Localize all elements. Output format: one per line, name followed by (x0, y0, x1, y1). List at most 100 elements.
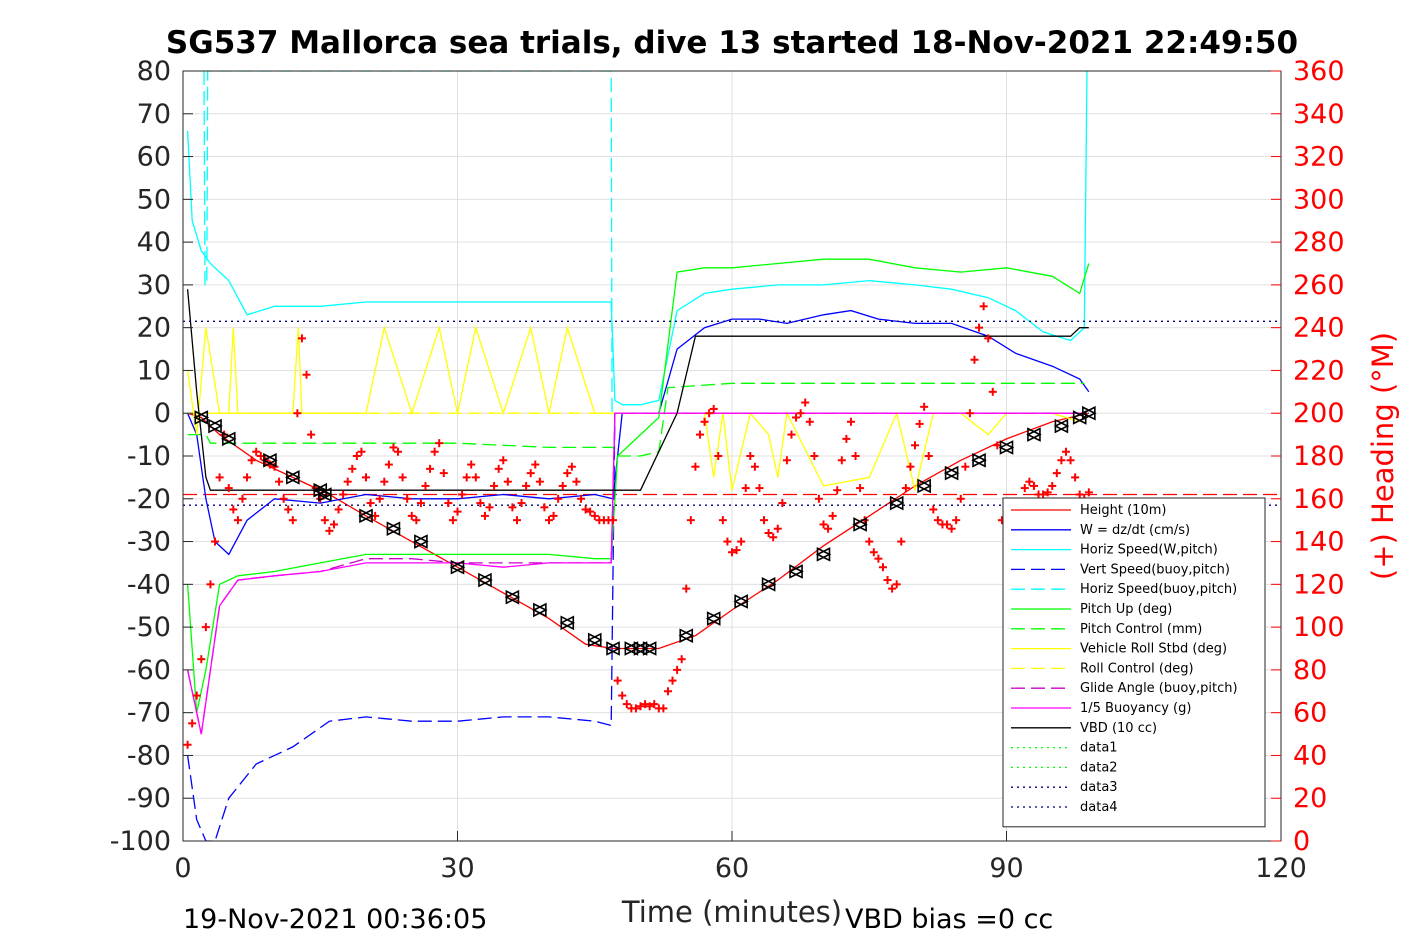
marker-point (852, 517, 868, 532)
right-tick-label: 140 (1293, 527, 1345, 558)
heading-point (933, 516, 942, 525)
heading-point (723, 537, 732, 546)
heading-point (416, 499, 425, 508)
footer-timestamp: 19-Nov-2021 00:36:05 (183, 904, 487, 935)
heading-point (233, 516, 242, 525)
heading-point (888, 584, 897, 593)
legend-entry: Vehicle Roll Stbd (deg) (1011, 642, 1227, 657)
x-axis-label: Time (minutes) (621, 895, 842, 929)
series-line-10 (186, 412, 1085, 735)
heading-point (567, 462, 576, 471)
legend-entry: data1 (1011, 741, 1118, 756)
marker-point (1053, 418, 1070, 434)
legend: Height (10m) W = dz/dt (cm/s) Horiz Speed(… (1002, 497, 1266, 828)
legend-label: data2 (1080, 760, 1118, 775)
legend-entry: Horiz Speed(W,pitch) (1011, 543, 1218, 558)
heading-point (1052, 469, 1061, 478)
right-tick-label: 200 (1293, 398, 1345, 429)
marker-point (586, 632, 603, 648)
marker-point (641, 641, 658, 656)
legend-entry: Vert Speed(buoy,pitch) (1011, 562, 1230, 577)
heading-point (490, 481, 499, 490)
legend-label: data4 (1080, 800, 1118, 815)
legend-label: Roll Control (deg) (1080, 661, 1194, 676)
left-tick-label: -100 (110, 826, 171, 857)
heading-point (554, 494, 563, 503)
heading-point (714, 452, 723, 460)
x-tick-label: 120 (1255, 853, 1307, 884)
left-tick-label: 80 (137, 56, 171, 87)
marker-point (285, 470, 301, 485)
heading-point (846, 417, 855, 426)
heading-point (503, 477, 512, 486)
marker-point (760, 577, 777, 592)
heading-point (362, 473, 370, 482)
legend-box (1002, 497, 1266, 828)
heading-layer (183, 302, 1093, 749)
heading-point (650, 700, 659, 709)
heading-point (920, 402, 929, 411)
series-line-0 (187, 412, 1089, 650)
heading-point (348, 464, 357, 473)
heading-point (984, 334, 993, 343)
heading-point (796, 409, 805, 418)
legend-label: 1/5 Buoyancy (g) (1080, 701, 1191, 716)
marker-point (605, 641, 621, 656)
heading-point (819, 520, 828, 529)
heading-point (426, 464, 435, 473)
heading-point (211, 537, 220, 546)
footer-vbd-bias: VBD bias =0 cc (845, 904, 1053, 935)
heading-point (421, 481, 430, 490)
heading-point (389, 443, 398, 452)
heading-point (952, 516, 961, 525)
heading-point (1066, 456, 1075, 465)
heading-point (609, 516, 618, 525)
left-tick-label: -50 (127, 612, 171, 643)
heading-point (430, 447, 439, 456)
heading-point (288, 516, 297, 525)
heading-point (558, 481, 567, 490)
heading-point (444, 499, 453, 508)
legend-entry: Pitch Up (deg) (1011, 602, 1172, 617)
heading-point (375, 494, 384, 503)
heading-point (352, 452, 361, 460)
heading-point (1048, 481, 1057, 490)
heading-point (275, 477, 284, 486)
heading-point (224, 484, 233, 493)
heading-point (343, 477, 352, 486)
heading-point (869, 548, 878, 557)
heading-point (924, 452, 933, 460)
heading-point (201, 623, 210, 632)
heading-point (307, 430, 316, 439)
right-axis-ticks: 0 20 40 60 80 100 120 140 160 180 200 220 240 260 280 3… (1271, 56, 1345, 857)
heading-point (563, 469, 572, 478)
heading-point (188, 719, 197, 728)
heading-point (577, 494, 586, 503)
marker-point (477, 572, 493, 588)
right-tick-label: 260 (1293, 270, 1345, 301)
heading-point (494, 464, 503, 473)
heading-point (677, 655, 686, 664)
marker-point (916, 478, 932, 494)
legend-label: Pitch Control (mm) (1080, 622, 1202, 637)
heading-point (970, 355, 979, 364)
series-line-6 (187, 382, 1085, 457)
heading-point (988, 387, 997, 396)
heading-point (517, 499, 526, 508)
left-tick-label: -40 (127, 569, 171, 600)
heading-point (197, 655, 206, 664)
right-tick-label: 340 (1293, 99, 1345, 130)
series-line-11 (186, 289, 1089, 491)
heading-point (448, 516, 457, 525)
heading-point (572, 477, 581, 486)
left-tick-label: 40 (137, 227, 171, 258)
legend-label: Glide Angle (buoy,pitch) (1080, 681, 1238, 696)
heading-point (1020, 484, 1029, 493)
heading-point (956, 494, 965, 503)
heading-point (1071, 473, 1080, 482)
heading-point (755, 484, 764, 493)
right-tick-label: 100 (1293, 612, 1345, 643)
right-tick-label: 360 (1293, 56, 1345, 87)
right-tick-label: 0 (1293, 826, 1310, 857)
heading-point (892, 580, 901, 589)
